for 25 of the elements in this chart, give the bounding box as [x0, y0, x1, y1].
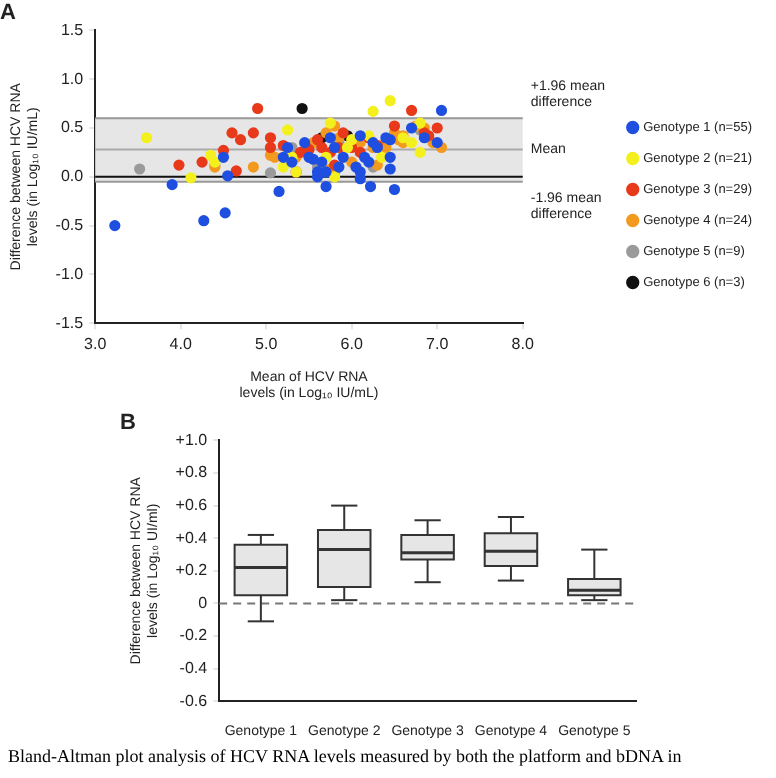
- y-tick-label: +0.2: [175, 561, 209, 580]
- y-tick-label: 0: [198, 593, 209, 612]
- x-tick-label: 8.0: [511, 335, 535, 354]
- y-tick-label: 0.0: [60, 167, 85, 186]
- x-tick-label: 6.0: [340, 335, 364, 354]
- x-tick-label: 7.0: [426, 335, 450, 354]
- chart-title: B: [120, 411, 136, 436]
- y-tick-label: +0.8: [175, 463, 209, 482]
- y-tick-label: -0.5: [55, 216, 85, 235]
- x-tick-label: 5.0: [255, 335, 279, 354]
- x-tick-label: 4.0: [169, 335, 193, 354]
- y-tick-label: -1.0: [55, 264, 85, 283]
- y-tick-label: -1.5: [55, 313, 85, 332]
- y-tick-label: +0.6: [175, 496, 209, 515]
- y-tick-label: -0.6: [179, 691, 209, 710]
- x-tick-label: 3.0: [84, 335, 108, 354]
- y-tick-label: +1.0: [175, 430, 209, 449]
- y-tick-label: 1.0: [60, 69, 85, 88]
- y-tick-label: -0.4: [179, 659, 209, 678]
- y-tick-label: 0.5: [60, 118, 85, 137]
- text: Bland-Altman plot analysis of HCV RNA levels measured by both the platform and bDNA in: [6, 746, 684, 766]
- y-tick-label: 1.5: [60, 20, 85, 39]
- y-tick-label: -0.2: [179, 626, 209, 645]
- y-tick-label: +0.4: [175, 528, 209, 547]
- chart-title: A: [0, 1, 16, 26]
